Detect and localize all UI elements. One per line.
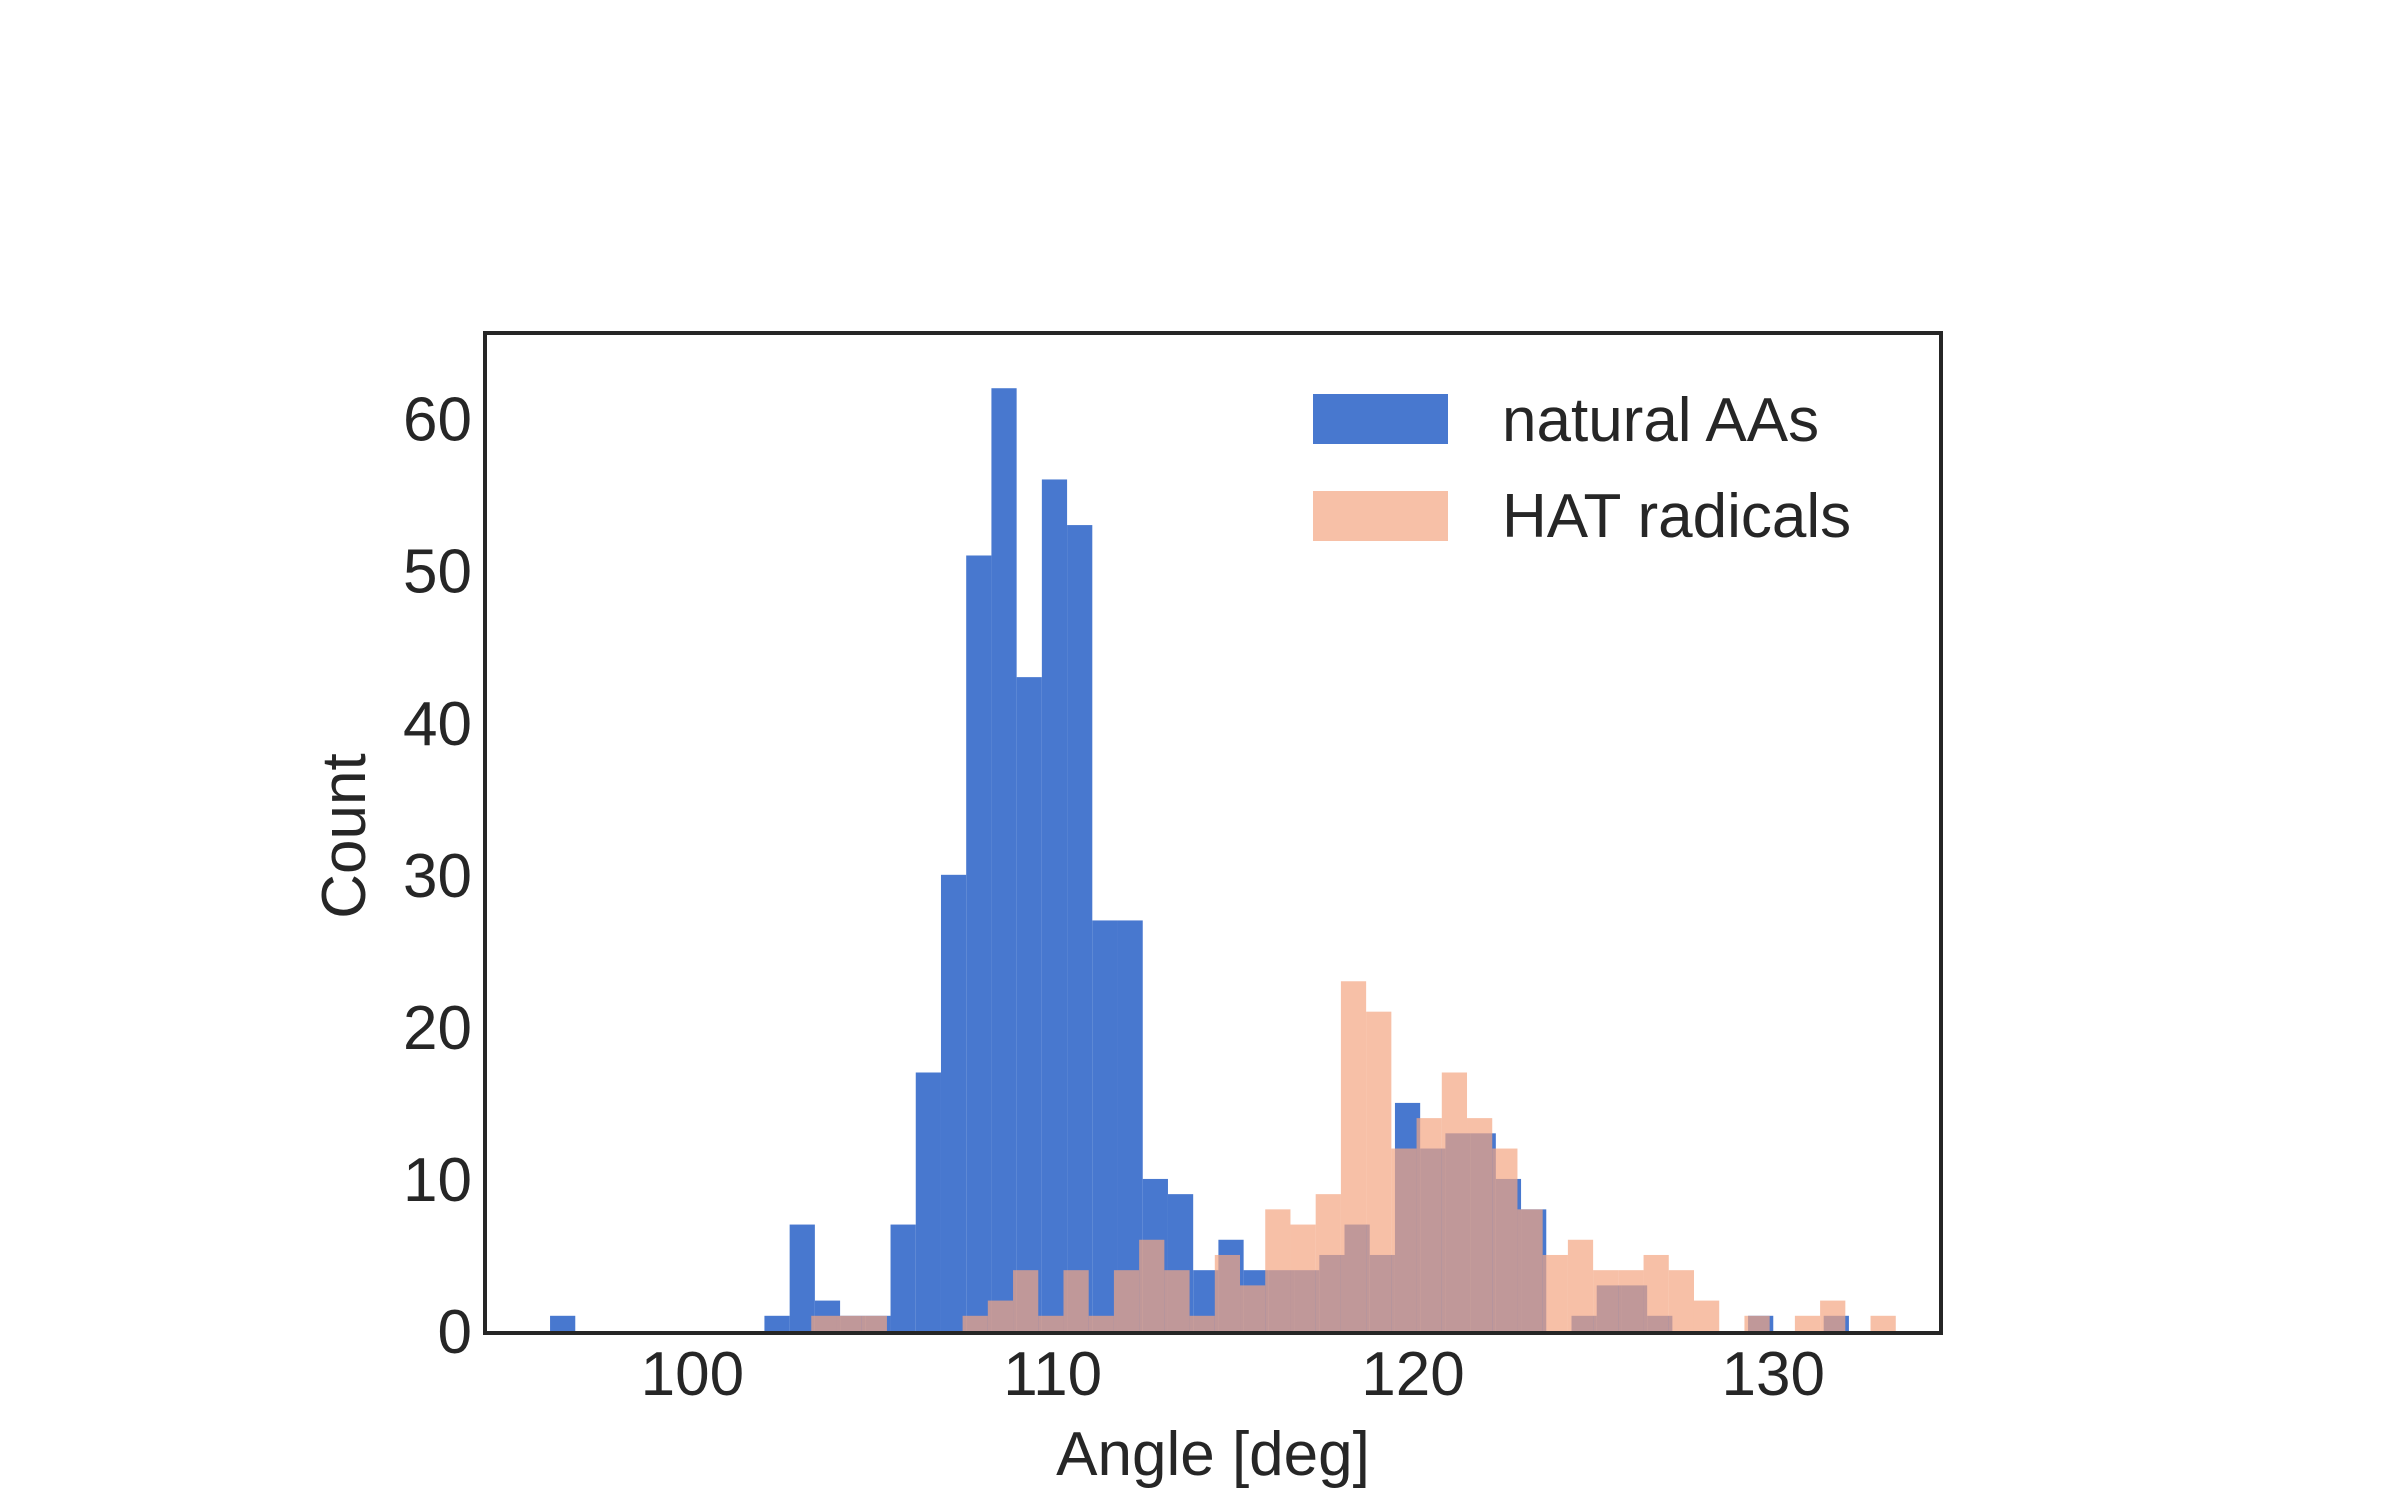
- histogram-bar: [1092, 920, 1118, 1331]
- x-tick-labels: 100 110 120 130: [641, 1340, 1825, 1409]
- histogram-bar: [1517, 1209, 1543, 1331]
- histogram-bar: [1794, 1315, 1821, 1331]
- histogram-bar: [1366, 1011, 1392, 1331]
- x-tick-label: 120: [1361, 1340, 1464, 1409]
- histogram-bar: [1041, 479, 1068, 1331]
- histogram-bar: [940, 874, 967, 1331]
- histogram-bar: [991, 388, 1017, 1331]
- x-tick-label: 130: [1722, 1340, 1825, 1409]
- histogram-bar: [1214, 1254, 1241, 1331]
- histogram-bar: [1113, 1270, 1140, 1331]
- histogram-bar: [1870, 1315, 1896, 1331]
- histogram-bar: [1240, 1285, 1266, 1331]
- histogram-bar: [1139, 1239, 1165, 1331]
- legend-swatch-hat-radicals: [1313, 491, 1448, 541]
- bars-layer: [550, 388, 1896, 1331]
- histogram-bar: [1567, 1239, 1594, 1331]
- histogram-bar: [1067, 525, 1093, 1331]
- y-axis-label: Count: [310, 753, 379, 918]
- histogram-bar: [1013, 1270, 1039, 1331]
- histogram-bar: [1038, 1315, 1064, 1331]
- x-tick-label: 110: [1003, 1340, 1102, 1409]
- histogram-bar: [1265, 1209, 1291, 1331]
- legend-label-hat-radicals: HAT radicals: [1502, 482, 1851, 551]
- histogram-bar: [1593, 1270, 1619, 1331]
- series-hat-radicals: [811, 981, 1896, 1331]
- histogram-bar: [550, 1315, 576, 1331]
- histogram-bar: [1744, 1315, 1770, 1331]
- histogram-bar: [1063, 1270, 1089, 1331]
- histogram-bar: [764, 1315, 790, 1331]
- histogram-bar: [1016, 677, 1042, 1331]
- plot-frame: [483, 331, 1943, 1335]
- legend-swatch-natural-aas: [1313, 394, 1448, 444]
- histogram-bar: [1542, 1254, 1568, 1331]
- histogram-bar: [1189, 1315, 1215, 1331]
- histogram-bar: [789, 1224, 815, 1331]
- histogram-bar: [1492, 1148, 1518, 1331]
- histogram-bar: [1340, 981, 1367, 1331]
- histogram-bar: [1290, 1224, 1316, 1331]
- y-tick-label: 60: [403, 386, 472, 455]
- x-tick-label: 100: [641, 1340, 744, 1409]
- histogram-bar: [987, 1300, 1014, 1331]
- histogram-bar: [1668, 1270, 1694, 1331]
- histogram-bar: [1820, 1300, 1846, 1331]
- y-tick-label: 0: [438, 1298, 472, 1367]
- histogram-bar: [1467, 1118, 1493, 1331]
- legend-label-natural-aas: natural AAs: [1502, 386, 1819, 455]
- histogram-bar: [1164, 1270, 1190, 1331]
- histogram-bar: [915, 1072, 941, 1331]
- y-tick-label: 30: [403, 842, 472, 911]
- histogram-bar: [1693, 1300, 1720, 1331]
- histogram-bar: [966, 555, 992, 1331]
- y-tick-labels: 0 10 20 30 40 50 60: [403, 386, 472, 1367]
- histogram-bar: [1643, 1254, 1669, 1331]
- histogram-bar: [1315, 1194, 1341, 1331]
- histogram-bar: [1441, 1072, 1468, 1331]
- histogram-bar: [861, 1315, 887, 1331]
- histogram-bar: [1618, 1270, 1644, 1331]
- histogram-bar: [1117, 920, 1143, 1331]
- histogram-bar: [1416, 1118, 1442, 1331]
- y-tick-label: 40: [403, 690, 472, 759]
- y-tick-label: 20: [403, 994, 472, 1063]
- histogram-bar: [890, 1224, 916, 1331]
- y-tick-label: 50: [403, 538, 472, 607]
- histogram-bar: [811, 1315, 837, 1331]
- histogram-bar: [836, 1315, 862, 1331]
- x-axis-label: Angle [deg]: [1056, 1420, 1370, 1489]
- legend: natural AAs HAT radicals: [1313, 386, 1851, 551]
- y-tick-label: 10: [403, 1146, 472, 1215]
- histogram-bar: [1391, 1148, 1417, 1331]
- histogram-bar: [1088, 1315, 1114, 1331]
- histogram-bar: [962, 1315, 988, 1331]
